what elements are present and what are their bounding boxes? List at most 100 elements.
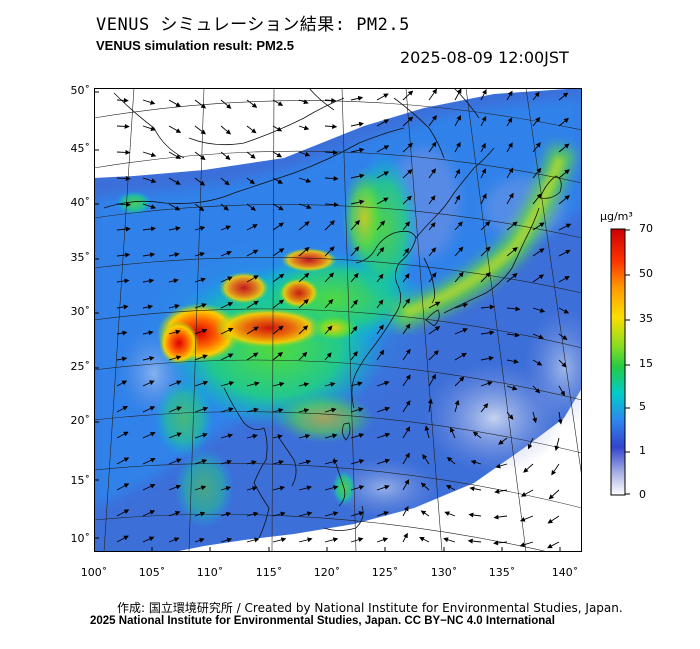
wind-arrow bbox=[480, 89, 487, 101]
wind-arrow bbox=[220, 177, 230, 186]
wind-arrow bbox=[142, 226, 156, 232]
wind-arrow bbox=[468, 512, 482, 518]
wind-arrow bbox=[480, 246, 491, 257]
wind-arrow bbox=[324, 272, 334, 283]
wind-arrow bbox=[480, 142, 486, 153]
wind-arrow bbox=[480, 330, 495, 336]
wind-arrow bbox=[324, 485, 339, 491]
wind-arrow bbox=[519, 541, 534, 548]
pm25-map bbox=[94, 88, 582, 552]
wind-arrow bbox=[116, 123, 130, 129]
wind-arrow bbox=[142, 536, 155, 543]
wind-arrow bbox=[246, 203, 256, 211]
wind-arrow bbox=[272, 125, 283, 132]
wind-arrow bbox=[493, 540, 508, 546]
wind-arrow bbox=[376, 406, 391, 413]
wind-arrow bbox=[376, 119, 390, 127]
wind-arrow bbox=[350, 121, 364, 127]
wind-arrow bbox=[506, 306, 521, 312]
wind-arrow bbox=[324, 97, 337, 103]
wind-arrow bbox=[220, 353, 234, 361]
wind-arrow bbox=[422, 453, 430, 465]
wind-arrow bbox=[298, 246, 310, 257]
lat-label-30: 30˚ bbox=[70, 305, 91, 318]
wind-arrow bbox=[168, 355, 182, 361]
wind-arrow bbox=[402, 479, 410, 491]
wind-arrow bbox=[194, 354, 208, 361]
colorbar-label-5: 5 bbox=[639, 400, 646, 413]
wind-arrow bbox=[454, 302, 469, 309]
wind-arrow bbox=[142, 125, 156, 131]
colorbar-label-1: 1 bbox=[639, 444, 646, 457]
wind-arrow bbox=[168, 177, 181, 185]
wind-arrow bbox=[168, 303, 180, 309]
wind-arrow bbox=[454, 141, 461, 153]
wind-arrow bbox=[480, 272, 491, 283]
wind-arrow bbox=[220, 302, 234, 309]
wind-arrow bbox=[350, 351, 358, 361]
wind-arrow bbox=[298, 433, 311, 439]
wind-arrow bbox=[194, 406, 209, 413]
wind-arrow bbox=[444, 511, 456, 517]
wind-arrow bbox=[272, 537, 287, 543]
wind-arrow bbox=[532, 385, 541, 394]
wind-arrow bbox=[480, 403, 489, 413]
wind-arrow bbox=[532, 359, 543, 366]
wind-arrow bbox=[428, 350, 439, 361]
wind-arrow bbox=[480, 193, 487, 205]
wind-arrow bbox=[532, 193, 542, 205]
wind-arrow bbox=[272, 273, 285, 283]
wind-arrow bbox=[402, 116, 414, 127]
wind-arrow bbox=[194, 99, 207, 109]
wind-arrow bbox=[168, 99, 181, 107]
wind-arrow bbox=[454, 246, 464, 257]
wind-arrow bbox=[324, 202, 339, 208]
wind-arrow bbox=[376, 145, 390, 153]
wind-arrow bbox=[142, 484, 156, 491]
wind-arrow bbox=[168, 226, 181, 232]
wind-arrow bbox=[376, 171, 390, 179]
wind-arrow bbox=[376, 220, 386, 231]
wind-arrow bbox=[427, 398, 433, 413]
wind-arrow bbox=[428, 115, 437, 127]
wind-arrow bbox=[246, 511, 259, 517]
wind-arrow bbox=[402, 374, 411, 387]
wind-arrow bbox=[220, 486, 232, 491]
wind-arrow bbox=[402, 348, 411, 361]
wind-arrow bbox=[324, 220, 335, 231]
wind-arrow bbox=[558, 276, 570, 283]
wind-arrow bbox=[272, 222, 285, 231]
wind-arrow bbox=[324, 176, 339, 182]
wind-arrow bbox=[142, 457, 156, 465]
lon-label-125: 125˚ bbox=[371, 566, 399, 579]
wind-arrow bbox=[142, 203, 157, 210]
wind-arrow bbox=[194, 151, 206, 161]
wind-arrow bbox=[532, 333, 544, 339]
wind-arrow bbox=[168, 537, 180, 543]
wind-arrow bbox=[298, 485, 312, 491]
wind-arrow bbox=[428, 168, 436, 179]
credit-line-1: 作成: 国立環境研究所 / Created by National Instit… bbox=[117, 601, 623, 615]
wind-arrow bbox=[480, 381, 493, 387]
wind-arrow bbox=[142, 510, 156, 517]
wind-arrow bbox=[246, 249, 259, 257]
wind-arrow bbox=[532, 411, 538, 424]
wind-arrow bbox=[402, 90, 414, 101]
wind-arrow bbox=[142, 304, 154, 310]
wind-arrow bbox=[116, 252, 131, 258]
wind-arrow bbox=[168, 203, 181, 211]
wind-arrow bbox=[350, 325, 358, 335]
wind-arrow bbox=[558, 385, 565, 397]
wind-arrow bbox=[220, 99, 232, 109]
wind-arrow bbox=[194, 303, 207, 309]
wind-arrow bbox=[350, 537, 364, 543]
wind-arrow bbox=[116, 149, 131, 155]
wind-arrow bbox=[168, 252, 180, 258]
wind-arrow bbox=[428, 222, 436, 231]
wind-arrow bbox=[220, 537, 233, 543]
wind-arrow bbox=[428, 373, 437, 387]
colorbar-label-70: 70 bbox=[639, 222, 653, 235]
wind-arrow bbox=[532, 248, 545, 257]
wind-arrow bbox=[298, 221, 310, 231]
wind-arrow bbox=[116, 97, 129, 103]
